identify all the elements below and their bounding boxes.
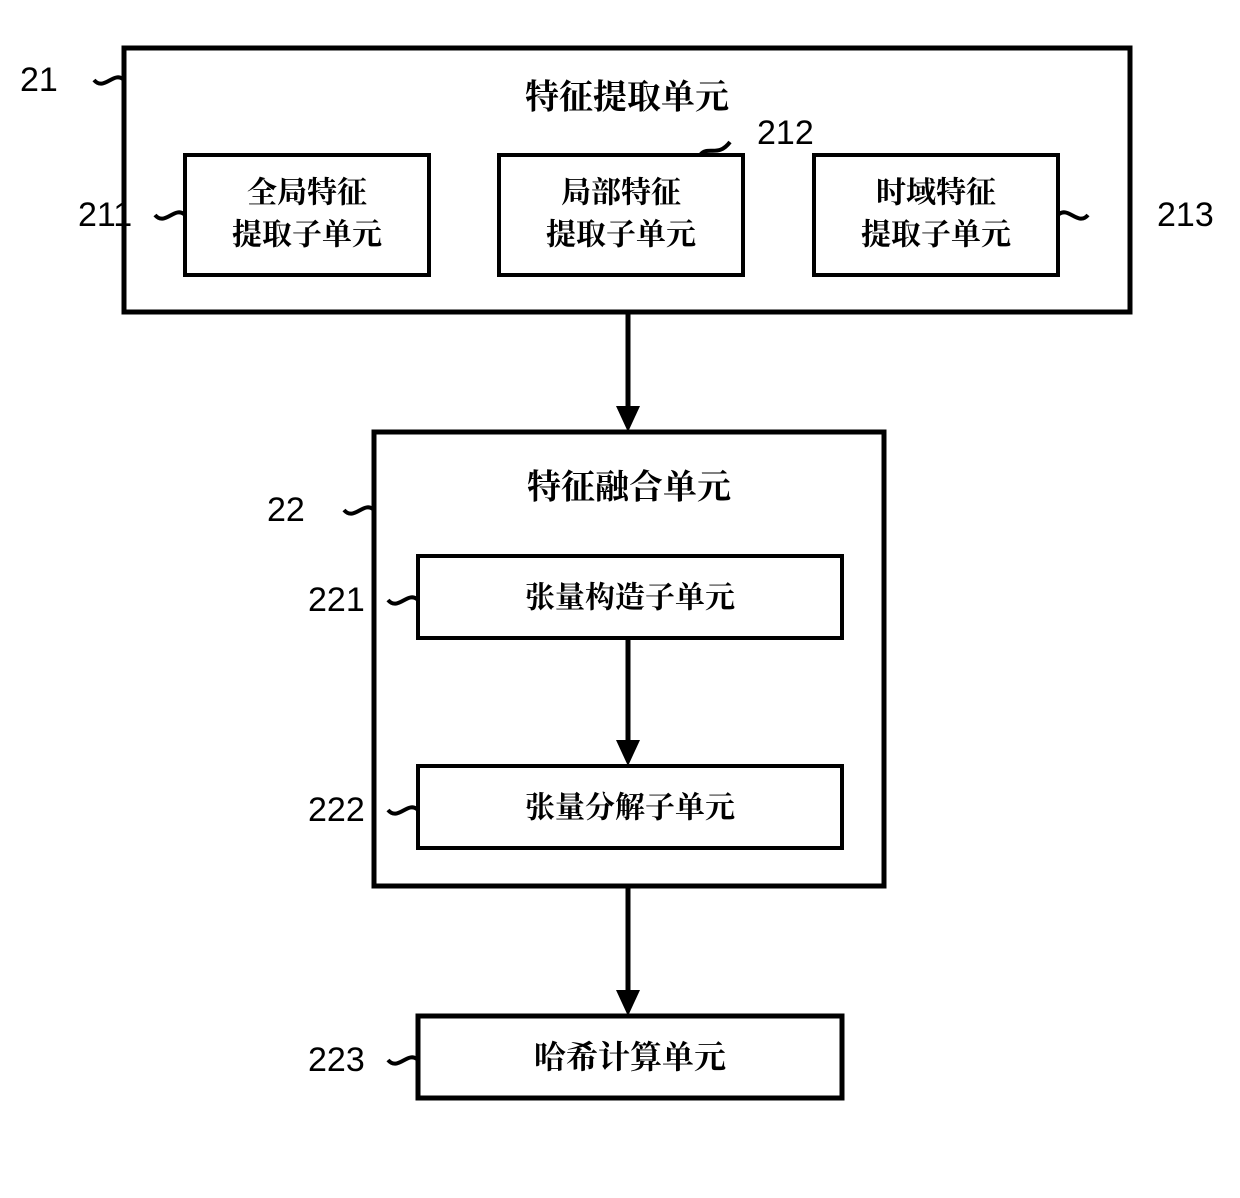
ref-222: 222 xyxy=(308,791,365,829)
ref-221: 221 xyxy=(308,581,365,619)
block-22-title: 特征融合单元 xyxy=(527,460,731,509)
block-221-label: 张量构造子单元 xyxy=(525,573,735,617)
block-213-line1: 时域特征 xyxy=(876,168,996,212)
arrowhead-21-22 xyxy=(616,406,640,432)
ref-212: 212 xyxy=(757,114,814,152)
ref-223: 223 xyxy=(308,1041,365,1079)
block-223-label: 哈希计算单元 xyxy=(534,1032,726,1078)
block-diagram: 特征提取单元 21 全局特征 提取子单元 211 局部特征 提取子单元 212 … xyxy=(0,0,1240,1198)
arrowhead-22-223 xyxy=(616,990,640,1016)
ref-connector-22 xyxy=(344,507,374,513)
block-212-line1: 局部特征 xyxy=(561,168,681,212)
block-21-title: 特征提取单元 xyxy=(525,70,729,119)
ref-connector-223 xyxy=(388,1057,418,1063)
block-213-line2: 提取子单元 xyxy=(861,210,1011,254)
block-211-line2: 提取子单元 xyxy=(232,210,382,254)
block-222-label: 张量分解子单元 xyxy=(525,783,735,827)
ref-21: 21 xyxy=(20,61,58,99)
ref-213: 213 xyxy=(1157,196,1214,234)
ref-211: 211 xyxy=(78,196,132,234)
block-212-line2: 提取子单元 xyxy=(546,210,696,254)
ref-22: 22 xyxy=(267,491,305,529)
block-211-line1: 全局特征 xyxy=(247,168,367,212)
ref-connector-21 xyxy=(94,77,124,83)
